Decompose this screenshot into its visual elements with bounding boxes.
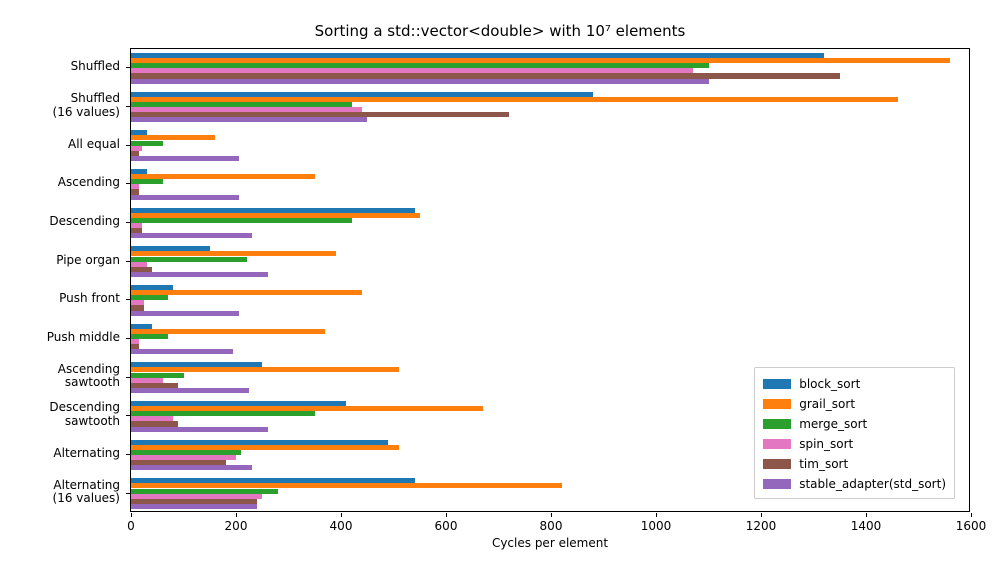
legend-label: spin_sort (799, 437, 853, 451)
ytick-label: All equal (0, 138, 120, 152)
legend-swatch (763, 399, 791, 409)
legend-label: tim_sort (799, 457, 848, 471)
ytick-mark (126, 67, 130, 68)
xtick-label: 0 (127, 519, 135, 533)
xtick-mark (131, 513, 132, 517)
ytick-label: Push front (0, 292, 120, 306)
bar-merge-sort (131, 218, 352, 223)
bar-stable-adapter-std-sort- (131, 117, 367, 122)
figure: Sorting a std::vector<double> with 10⁷ e… (0, 0, 1000, 566)
bar-stable-adapter-std-sort- (131, 311, 239, 316)
xtick-label: 1400 (851, 519, 882, 533)
ytick-label: Descendingsawtooth (0, 402, 120, 430)
legend-label: block_sort (799, 377, 860, 391)
legend-item: spin_sort (763, 434, 946, 454)
ytick-mark (126, 415, 130, 416)
xtick-label: 1600 (956, 519, 987, 533)
bar-stable-adapter-std-sort- (131, 388, 249, 393)
bar-stable-adapter-std-sort- (131, 156, 239, 161)
legend-label: merge_sort (799, 417, 867, 431)
legend-swatch (763, 419, 791, 429)
xtick-mark (866, 513, 867, 517)
bar-stable-adapter-std-sort- (131, 465, 252, 470)
ytick-label: Descending (0, 215, 120, 229)
legend-label: stable_adapter(std_sort) (799, 477, 946, 491)
xtick-mark (236, 513, 237, 517)
legend-item: stable_adapter(std_sort) (763, 474, 946, 494)
legend-swatch (763, 459, 791, 469)
legend-swatch (763, 439, 791, 449)
xtick-mark (341, 513, 342, 517)
xtick-label: 1200 (746, 519, 777, 533)
bar-stable-adapter-std-sort- (131, 272, 268, 277)
xtick-label: 1000 (641, 519, 672, 533)
legend-item: merge_sort (763, 414, 946, 434)
xtick-mark (656, 513, 657, 517)
ytick-label: Pipe organ (0, 254, 120, 268)
ytick-mark (126, 261, 130, 262)
ytick-label: Alternating(16 values) (0, 479, 120, 507)
bar-merge-sort (131, 257, 247, 262)
xtick-mark (551, 513, 552, 517)
xtick-mark (971, 513, 972, 517)
x-axis-label: Cycles per element (130, 536, 970, 550)
bar-stable-adapter-std-sort- (131, 427, 268, 432)
ytick-mark (126, 183, 130, 184)
ytick-mark (126, 493, 130, 494)
plot-area: 02004006008001000120014001600block_sortg… (130, 48, 970, 512)
ytick-label: Ascendingsawtooth (0, 363, 120, 391)
legend-item: block_sort (763, 374, 946, 394)
xtick-label: 400 (330, 519, 353, 533)
legend-swatch (763, 479, 791, 489)
ytick-mark (126, 145, 130, 146)
xtick-label: 800 (540, 519, 563, 533)
legend-label: grail_sort (799, 397, 855, 411)
legend: block_sort grail_sort merge_sort spin_sortt… (754, 367, 955, 499)
ytick-label: Ascending (0, 176, 120, 190)
ytick-mark (126, 106, 130, 107)
xtick-label: 600 (435, 519, 458, 533)
ytick-mark (126, 377, 130, 378)
ytick-label: Shuffled(16 values) (0, 92, 120, 120)
ytick-mark (126, 299, 130, 300)
bar-stable-adapter-std-sort- (131, 195, 239, 200)
ytick-mark (126, 222, 130, 223)
chart-title: Sorting a std::vector<double> with 10⁷ e… (0, 22, 1000, 40)
ytick-label: Shuffled (0, 60, 120, 74)
ytick-label: Push middle (0, 331, 120, 345)
ytick-mark (126, 454, 130, 455)
legend-item: grail_sort (763, 394, 946, 414)
legend-swatch (763, 379, 791, 389)
bar-stable-adapter-std-sort- (131, 504, 257, 509)
bar-stable-adapter-std-sort- (131, 79, 709, 84)
xtick-mark (446, 513, 447, 517)
bar-stable-adapter-std-sort- (131, 233, 252, 238)
ytick-mark (126, 338, 130, 339)
ytick-label: Alternating (0, 447, 120, 461)
xtick-label: 200 (225, 519, 248, 533)
xtick-mark (761, 513, 762, 517)
bar-stable-adapter-std-sort- (131, 349, 233, 354)
legend-item: tim_sort (763, 454, 946, 474)
